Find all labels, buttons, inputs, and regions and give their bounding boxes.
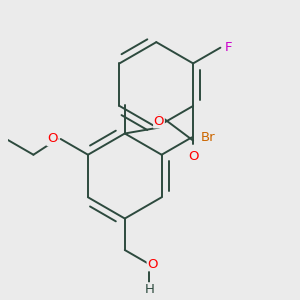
Text: F: F xyxy=(224,41,232,54)
Text: O: O xyxy=(154,115,164,128)
Text: O: O xyxy=(188,150,198,163)
Text: O: O xyxy=(47,133,58,146)
Text: Br: Br xyxy=(201,131,216,144)
Text: H: H xyxy=(144,283,154,296)
Text: O: O xyxy=(147,258,158,271)
